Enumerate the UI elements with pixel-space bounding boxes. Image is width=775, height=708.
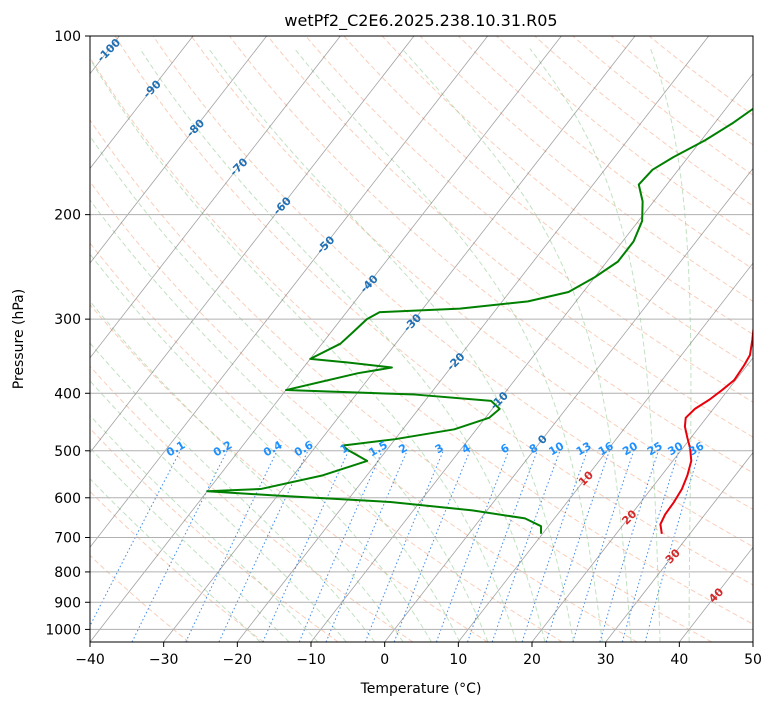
chart-title: wetPf2_C2E6.2025.238.10.31.R05 [284,11,557,31]
isotherm-line [384,167,753,642]
x-tick-label: 20 [523,652,541,668]
moist-adiabat-line [90,342,376,642]
isotherm-line [90,36,341,359]
mixing-ratio-line [325,450,408,642]
y-tick-label: 700 [54,531,81,547]
dry-adiabat-line [267,36,753,438]
dry-adiabat-line [90,242,563,642]
x-tick-label: −10 [296,652,326,668]
mixing-ratio-line [491,450,561,642]
moist-adiabat-line [90,447,290,642]
y-tick-label: 300 [54,312,81,328]
x-tick-label: 50 [744,652,762,668]
isotherm-line [605,451,753,642]
mixing-ratio-line [521,450,588,642]
mixing-ratio-line [545,450,610,642]
plot-frame [89,35,754,643]
y-tick-label: 1000 [45,622,81,638]
x-tick-label: −30 [149,652,179,668]
mixing-ratio-line [467,450,538,642]
isotherm-line [90,36,562,642]
moist-adiabat-line [90,478,261,642]
moist-adiabat-line [293,48,603,642]
temperature-profile-line [659,323,753,534]
y-tick-label: 200 [54,208,81,224]
isotherm-line [310,73,753,642]
moist-adiabat-line [90,135,489,642]
mixing-ratio-line [599,450,659,642]
dry-adiabat-line [114,36,753,586]
y-tick-label: 500 [54,444,81,460]
dewpoint-profile-line [206,107,753,534]
x-axis-label: Temperature (°C) [360,681,482,697]
isotherm-line [237,36,709,642]
dry-adiabat-line [305,36,753,403]
isotherm-line [163,36,636,642]
moist-adiabat-line [139,48,546,642]
x-tick-label: 40 [670,652,688,668]
dry-adiabat-line [229,36,753,474]
x-tick-label: 10 [449,652,467,668]
moist-adiabat-line [90,253,432,642]
isotherm-line [90,36,415,454]
x-tick-label: −20 [223,652,253,668]
dry-adiabat-line [343,36,753,369]
isotherm-line [458,262,753,642]
isotherm-line [90,36,267,264]
mixing-ratio-line [621,450,680,642]
dry-adiabat-line [190,36,753,510]
moist-adiabat-line [650,48,692,642]
y-tick-label: 800 [54,565,81,581]
isotherm-line [90,36,194,170]
dry-adiabat-line [496,36,753,238]
mixing-ratio-line [435,450,510,642]
dry-adiabat-line [90,365,414,642]
isotherm-line [531,357,753,642]
moist-adiabat-line [90,58,517,642]
x-tick-label: 0 [380,652,389,668]
y-tick-label: 100 [54,29,81,45]
mixing-ratio-line [364,450,444,642]
axes: −40 −30 −20 −10 0 10 20 30 40 50 1000 900 800 700 600 5… [45,29,762,668]
dry-adiabat-line [458,36,753,270]
moist-adiabat-line [529,48,661,642]
moist-adiabat-line [401,48,632,642]
mixing-ratio-line [298,450,383,642]
y-tick-label: 900 [54,595,81,611]
isotherm-line [90,36,488,548]
y-axis-label: Pressure (hPa) [11,289,27,389]
dry-adiabat-line [90,303,488,642]
dry-adiabat-line [381,36,753,335]
dry-adiabat-line [152,36,753,548]
y-tick-label: 600 [54,491,81,507]
moist-adiabat-line [90,380,347,642]
y-tick-label: 400 [54,386,81,402]
mixing-ratio-line [572,450,635,642]
dry-adiabat-line [572,36,753,176]
moist-adiabat-line [90,199,461,642]
moist-adiabat-line [208,48,575,642]
x-tick-label: −40 [75,652,105,668]
plot-area [90,36,753,642]
x-tick-label: 30 [597,652,615,668]
